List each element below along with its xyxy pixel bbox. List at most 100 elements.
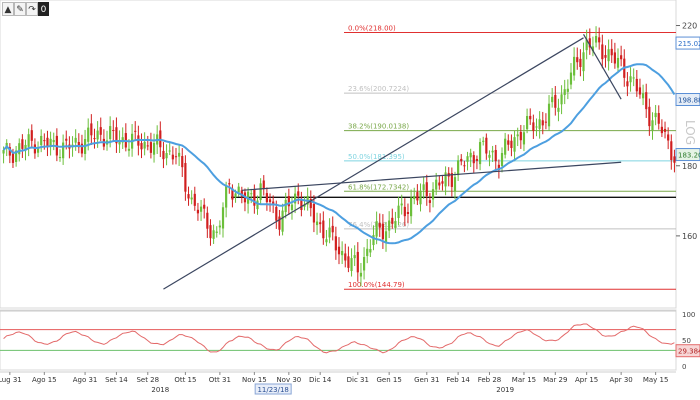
candle-body xyxy=(413,195,416,200)
candle-body xyxy=(99,127,102,135)
price-panel-frame xyxy=(0,0,677,309)
candle-body xyxy=(450,173,453,187)
candle-body xyxy=(400,203,403,206)
candle-body xyxy=(325,239,328,243)
candle-body xyxy=(350,258,353,272)
draw-tool-icon[interactable]: ✎ xyxy=(14,2,26,16)
candle-body xyxy=(36,147,40,153)
candle-body xyxy=(629,76,632,83)
candle-body xyxy=(626,81,629,87)
x-tick-label: Mar 29 xyxy=(543,376,567,384)
candle-body xyxy=(181,156,184,168)
scale-watermark: LOG xyxy=(683,120,697,145)
candle-body xyxy=(149,142,153,153)
candle-body xyxy=(663,128,667,132)
expand-icon[interactable]: ↷ xyxy=(26,2,38,16)
candle-body xyxy=(203,204,206,209)
x-year-label: 2019 xyxy=(496,386,514,394)
price-tags: 215.0239 198.8818 183.20 29.3842 xyxy=(675,36,700,358)
candle-body xyxy=(315,221,319,226)
candle-body xyxy=(613,52,616,64)
ma-value-tag: 198.8818 xyxy=(678,97,700,105)
candle-body xyxy=(312,203,316,223)
candle-body xyxy=(281,210,284,232)
trendline xyxy=(241,161,622,191)
candle-body xyxy=(381,223,384,240)
candle-body xyxy=(525,116,529,130)
candle-body xyxy=(507,140,510,145)
candle-body xyxy=(199,206,203,212)
fib-label: 38.2%(190.0138) xyxy=(348,123,409,131)
cursor-icon[interactable]: ▲ xyxy=(2,2,14,16)
candle-body xyxy=(641,93,645,99)
candle-body xyxy=(359,272,363,277)
candle-body xyxy=(547,103,551,127)
x-tick-label: Gen 31 xyxy=(414,376,439,384)
candle-body xyxy=(403,206,406,217)
candle-body xyxy=(215,231,218,233)
top-value-tag: 215.0239 xyxy=(678,40,700,48)
candle-body xyxy=(240,190,243,197)
candle-body xyxy=(522,132,526,145)
rsi-tick-label: 100 xyxy=(682,311,695,319)
candle-body xyxy=(344,253,347,261)
candle-body xyxy=(284,199,287,213)
candle-body xyxy=(30,130,33,141)
candle-body xyxy=(303,204,306,207)
candle-body xyxy=(196,209,200,214)
candle-body xyxy=(472,155,475,164)
candle-body xyxy=(563,89,566,96)
fib-label: 0.0%(218.00) xyxy=(348,25,396,33)
candle-body xyxy=(488,154,491,158)
candles xyxy=(2,26,676,287)
candle-body xyxy=(582,52,585,72)
x-tick-label: Mar 15 xyxy=(512,376,536,384)
count-badge[interactable]: 0 xyxy=(38,2,49,16)
x-tick-label: Set 28 xyxy=(136,376,159,384)
candle-body xyxy=(353,255,356,259)
candle-body xyxy=(80,143,84,154)
candle-body xyxy=(193,193,196,206)
candle-body xyxy=(460,158,463,162)
candle-body xyxy=(174,156,178,158)
candle-body xyxy=(18,143,21,155)
candle-body xyxy=(221,207,225,229)
fibonacci-levels: 0.0%(218.00) 23.6%(200.7224) 38.2%(190.013… xyxy=(344,25,676,290)
candle-body xyxy=(27,134,30,147)
candle-body xyxy=(573,56,576,76)
candle-body xyxy=(152,142,156,155)
candle-body xyxy=(419,191,422,205)
x-tick-label: Gen 15 xyxy=(377,376,402,384)
candle-body xyxy=(560,94,563,105)
candle-body xyxy=(134,130,137,132)
candle-body xyxy=(384,231,388,243)
candle-body xyxy=(2,149,5,154)
candle-body xyxy=(58,157,62,159)
candle-body xyxy=(184,162,187,192)
candle-body xyxy=(234,193,237,198)
x-tick-label: Set 14 xyxy=(105,376,128,384)
candle-body xyxy=(557,107,560,112)
candle-body xyxy=(294,193,297,204)
rsi-line xyxy=(3,323,675,354)
crosshair-date-box xyxy=(254,383,292,395)
candle-body xyxy=(87,127,90,142)
rsi-tick-label: 0 xyxy=(682,363,686,371)
candle-body xyxy=(287,195,290,207)
candle-body xyxy=(77,141,80,148)
candle-body xyxy=(635,78,638,92)
x-tick-label: Apr 30 xyxy=(610,376,633,384)
candle-body xyxy=(538,119,541,129)
candle-body xyxy=(146,145,149,147)
candle-body xyxy=(237,186,240,193)
candle-body xyxy=(579,58,582,68)
candle-body xyxy=(667,134,670,141)
candle-body xyxy=(566,88,569,92)
candle-body xyxy=(469,152,472,158)
candle-body xyxy=(598,37,601,43)
candle-body xyxy=(328,227,331,238)
candle-body xyxy=(290,204,294,211)
candle-body xyxy=(275,206,278,221)
candle-body xyxy=(588,38,591,48)
